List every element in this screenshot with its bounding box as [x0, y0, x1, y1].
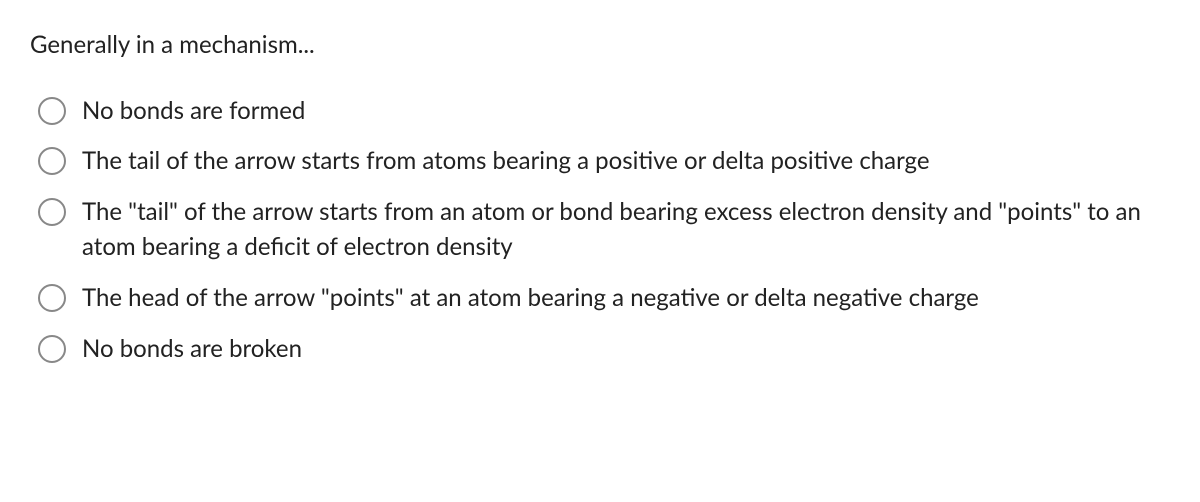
option-label: The tail of the arrow starts from atoms … — [82, 144, 930, 179]
radio-icon[interactable] — [38, 335, 66, 363]
radio-icon[interactable] — [38, 147, 66, 175]
options-list: No bonds are formed The tail of the arro… — [30, 94, 1170, 367]
option-row[interactable]: The "tail" of the arrow starts from an a… — [38, 195, 1170, 265]
radio-icon[interactable] — [38, 198, 66, 226]
option-label: The head of the arrow "points" at an ato… — [82, 281, 979, 316]
option-row[interactable]: The head of the arrow "points" at an ato… — [38, 281, 1170, 316]
question-prompt: Generally in a mechanism... — [30, 28, 1170, 62]
radio-icon[interactable] — [38, 97, 66, 125]
option-label: No bonds are formed — [82, 94, 305, 129]
option-row[interactable]: The tail of the arrow starts from atoms … — [38, 144, 1170, 179]
option-label: No bonds are broken — [82, 332, 302, 367]
option-label: The "tail" of the arrow starts from an a… — [82, 195, 1142, 265]
radio-icon[interactable] — [38, 284, 66, 312]
option-row[interactable]: No bonds are broken — [38, 332, 1170, 367]
option-row[interactable]: No bonds are formed — [38, 94, 1170, 129]
